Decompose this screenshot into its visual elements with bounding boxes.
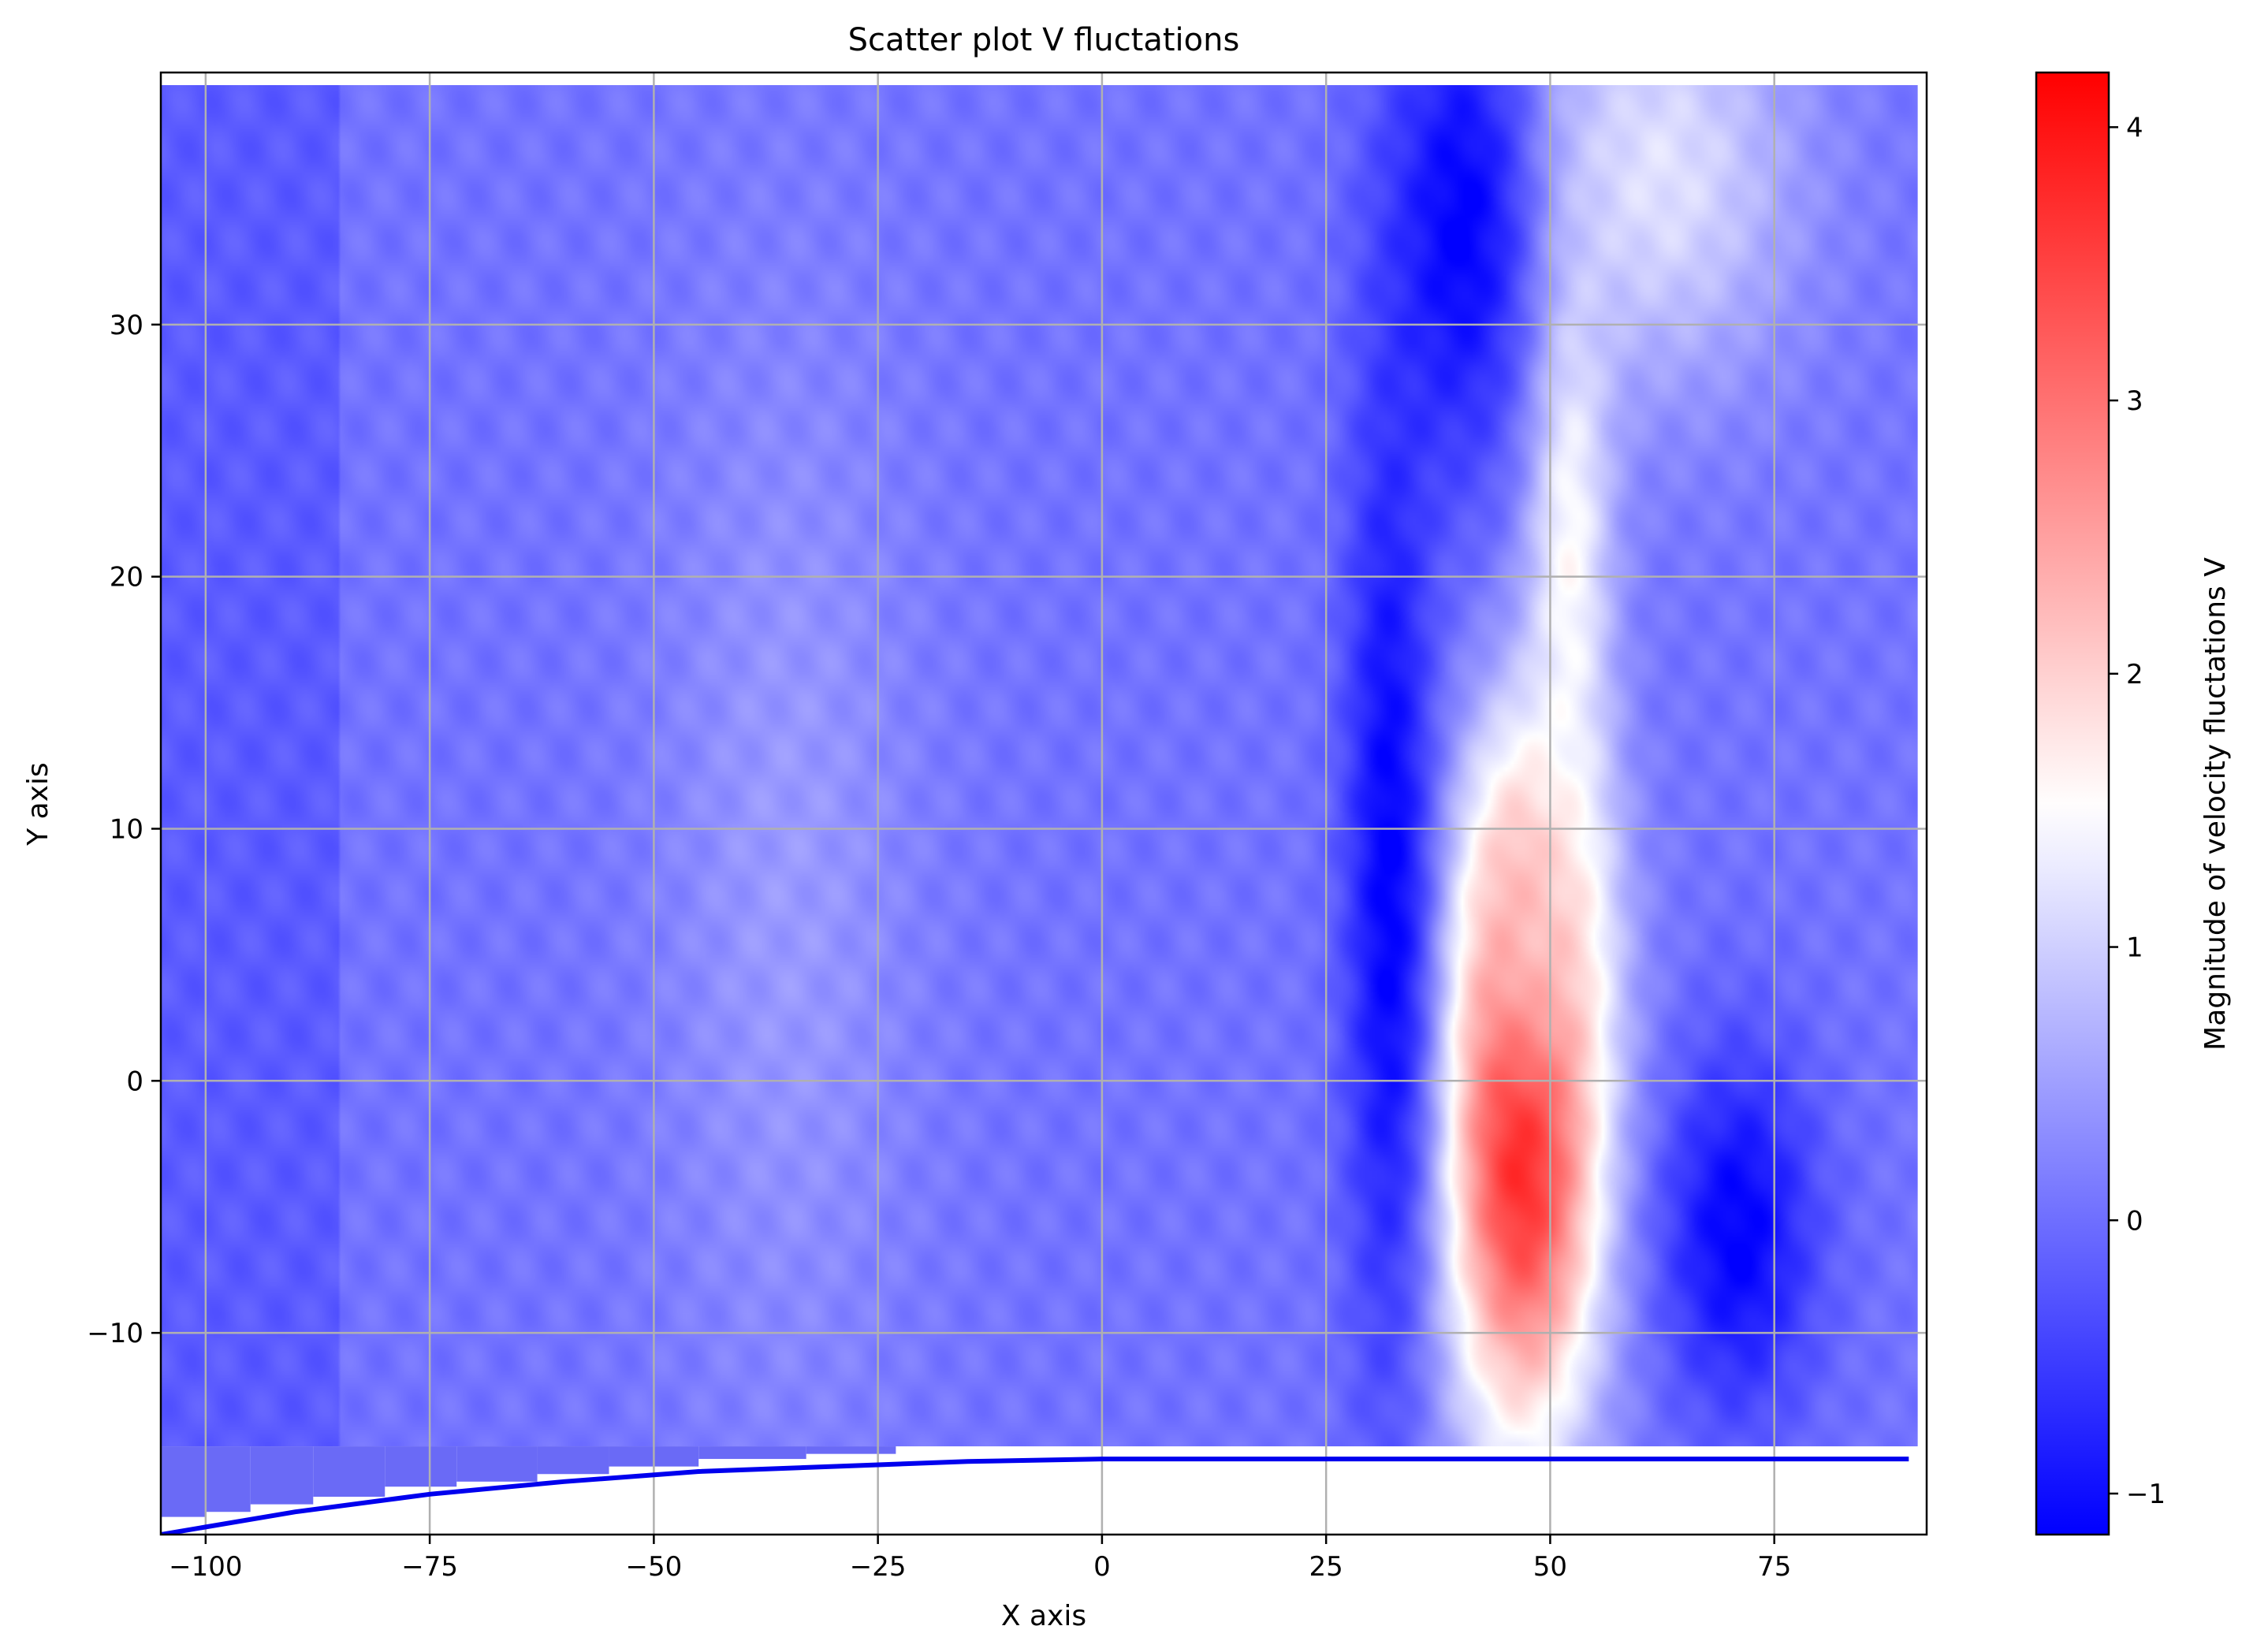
stair-step [250,1446,314,1505]
x-tick-label: 25 [1309,1551,1343,1583]
x-tick-label: −50 [625,1551,682,1583]
x-tick-label: 75 [1757,1551,1791,1583]
y-tick-label: 30 [110,310,143,341]
y-tick-label: −10 [87,1318,143,1349]
x-tick-label: −25 [850,1551,907,1583]
stair-step [537,1446,609,1475]
colorbar-tick-label: 4 [2126,112,2143,143]
x-tick-label: −75 [401,1551,458,1583]
colorbar-ticks: −1 0 1 2 3 4 [2109,112,2166,1510]
stair-step [385,1446,457,1487]
stair-step [161,1446,206,1517]
chart-title: Scatter plot V fluctations [848,22,1240,58]
x-axis-label: X axis [1001,1600,1086,1632]
scatter-field [161,84,1918,1447]
x-tick-label: 50 [1533,1551,1567,1583]
stair-step [456,1446,538,1482]
y-tick-label: 20 [110,562,143,593]
colorbar-tick-label: 1 [2126,932,2143,964]
stair-step [698,1446,806,1460]
colorbar-tick-label: 0 [2126,1205,2143,1237]
x-tick-label: −100 [169,1551,242,1583]
y-tick-label: 0 [126,1066,143,1097]
colorbar-tick-label: 3 [2126,385,2143,417]
plot-frame [159,71,1928,1536]
y-tick-label: 10 [110,813,143,845]
stair-step [313,1446,385,1498]
stair-steps [161,1446,896,1517]
colorbar-label: Magnitude of velocity fluctations V [2199,557,2232,1051]
y-axis-label: Y axis [22,762,54,846]
wall-curve [161,1457,1909,1535]
x-tick-label: 0 [1093,1551,1111,1583]
colorbar [2035,71,2110,1536]
gridlines [161,73,1927,1535]
x-ticks: −100 −75 −50 −25 0 25 50 75 [169,1535,1791,1583]
stair-step [806,1446,896,1454]
y-ticks: −10 0 10 20 30 [87,310,161,1349]
colorbar-tick-label: −1 [2126,1479,2166,1510]
colorbar-tick-label: 2 [2126,659,2143,690]
stair-step [205,1446,251,1512]
